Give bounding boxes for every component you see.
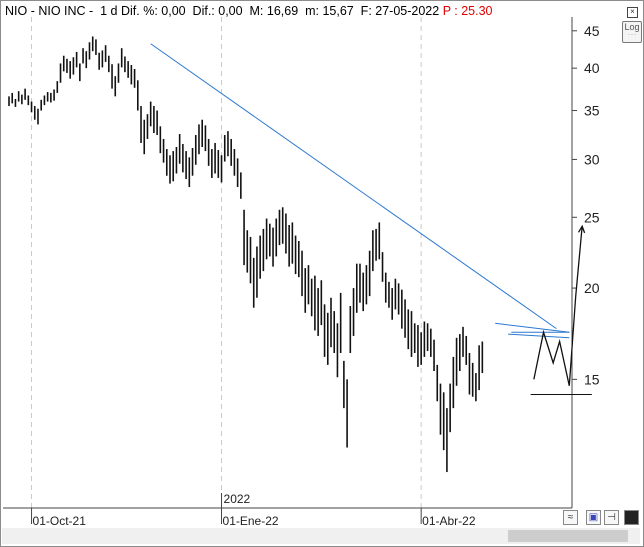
line-style-icon[interactable]: ≈ <box>563 510 578 525</box>
year-marker-label: 2022 <box>224 492 251 506</box>
chart-toolbar: ≈ ▣ ⊣ <box>0 510 644 525</box>
last-price-label: P : 25.30 <box>442 4 493 18</box>
log-scale-button[interactable]: Log - - - <box>622 21 642 43</box>
y-tick-label: 40 <box>584 60 600 76</box>
trendline <box>495 322 570 333</box>
save-icon[interactable]: ▣ <box>586 510 601 525</box>
y-tick-label: 45 <box>584 23 600 39</box>
x-tick-label: 01-Abr-22 <box>422 514 476 528</box>
chart-header: NIO - NIO INC - 1 d Dif. %: 0,00 Dif.: 0… <box>5 4 493 18</box>
projection-path <box>533 226 583 386</box>
y-tick-label: 30 <box>584 151 600 167</box>
x-tick-label: 01-Oct-21 <box>33 514 87 528</box>
x-tick-label: 01-Ene-22 <box>223 514 279 528</box>
projection-arrowhead <box>577 224 586 234</box>
scrollbar-thumb[interactable] <box>508 530 628 542</box>
y-tick-label: 20 <box>584 280 600 296</box>
close-button[interactable]: × <box>627 7 638 18</box>
trendline <box>508 333 570 339</box>
log-sub-label: - - - <box>628 32 636 38</box>
trendline <box>150 43 557 330</box>
y-tick-label: 25 <box>584 209 600 225</box>
pin-icon[interactable]: ⊣ <box>604 510 619 525</box>
header-info: NIO - NIO INC - 1 d Dif. %: 0,00 Dif.: 0… <box>5 4 443 18</box>
y-tick-label: 35 <box>584 103 600 119</box>
horizontal-scrollbar[interactable] <box>2 528 640 544</box>
log-label: Log <box>624 22 640 32</box>
y-tick-label: 15 <box>584 371 600 387</box>
color-swatch-icon[interactable] <box>624 510 639 525</box>
